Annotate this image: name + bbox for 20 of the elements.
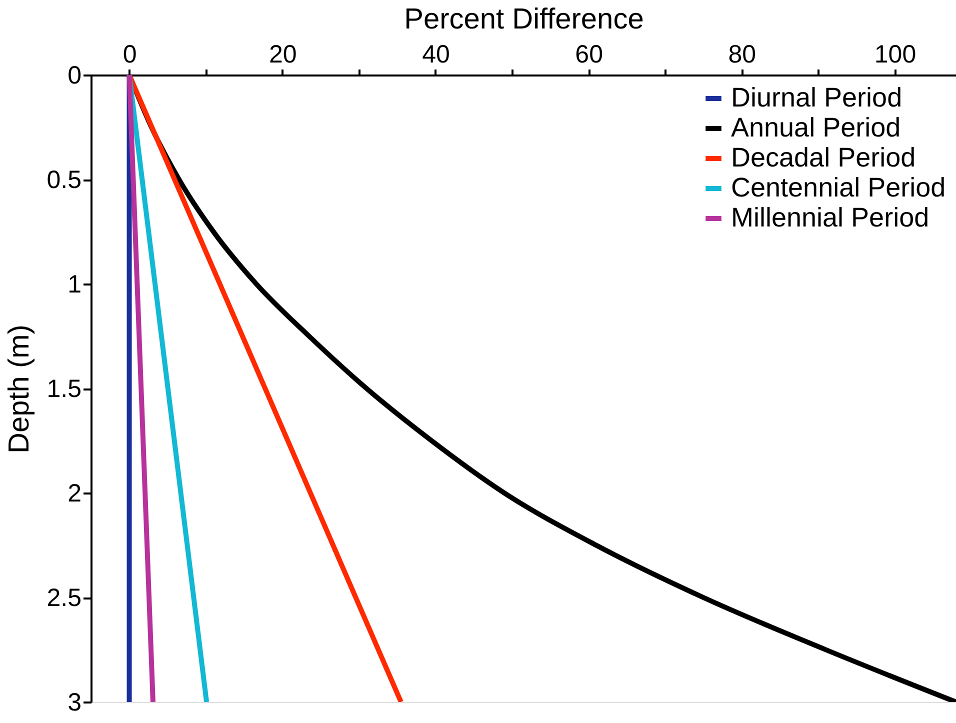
y-tick-label: 0.5 [46, 166, 82, 194]
y-tick-label: 2.5 [46, 584, 82, 612]
x-tick-label: 40 [422, 40, 450, 68]
x-tick-label: 80 [728, 40, 756, 68]
x-tick-label: 20 [268, 40, 297, 68]
y-tick-label: 3 [68, 688, 82, 716]
y-axis-title: Depth (m) [4, 324, 36, 454]
x-axis-title: Percent Difference [404, 4, 644, 36]
y-tick-label: 1.5 [46, 375, 82, 403]
x-tick-label: 100 [874, 40, 916, 68]
x-tick-label: 60 [575, 40, 603, 68]
y-tick-label: 1 [68, 270, 82, 298]
legend-label: Diurnal Period [731, 82, 902, 112]
y-tick-label: 2 [68, 480, 82, 508]
legend-label: Annual Period [731, 112, 901, 142]
y-tick-label: 0 [68, 62, 82, 90]
legend-label: Centennial Period [731, 172, 946, 202]
legend-label: Decadal Period [731, 142, 916, 172]
legend-label: Millennial Period [731, 202, 930, 232]
x-tick-label: 0 [122, 40, 137, 68]
